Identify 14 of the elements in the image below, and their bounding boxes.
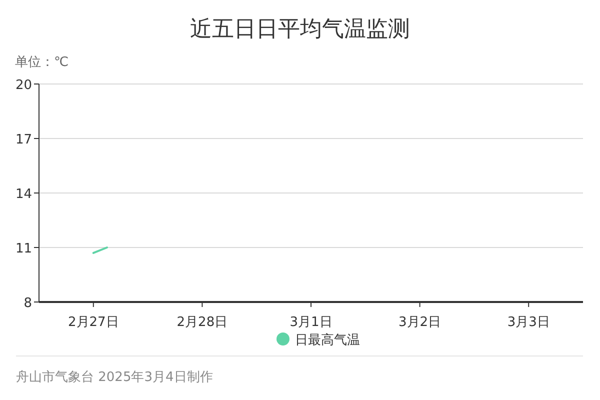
legend-label: 日最高气温 — [295, 332, 360, 348]
y-tick-label: 8 — [24, 296, 32, 311]
y-tick-label: 17 — [15, 132, 32, 148]
chart-title: 近五日日平均气温监测 — [190, 17, 410, 42]
x-tick-label: 2月28日 — [176, 315, 228, 330]
y-tick-label: 14 — [15, 187, 32, 202]
y-axis-title: 单位：℃ — [15, 55, 69, 70]
x-tick-label: 3月1日 — [290, 315, 332, 330]
y-tick-label: 20 — [15, 78, 32, 93]
y-tick-label: 11 — [15, 242, 32, 256]
x-tick-label: 2月27日 — [68, 315, 119, 330]
text: 舟山市气象台 2025年3月4日制作 — [16, 370, 213, 385]
x-tick-label: 3月2日 — [398, 315, 442, 330]
x-tick-label: 3月3日 — [507, 315, 550, 330]
